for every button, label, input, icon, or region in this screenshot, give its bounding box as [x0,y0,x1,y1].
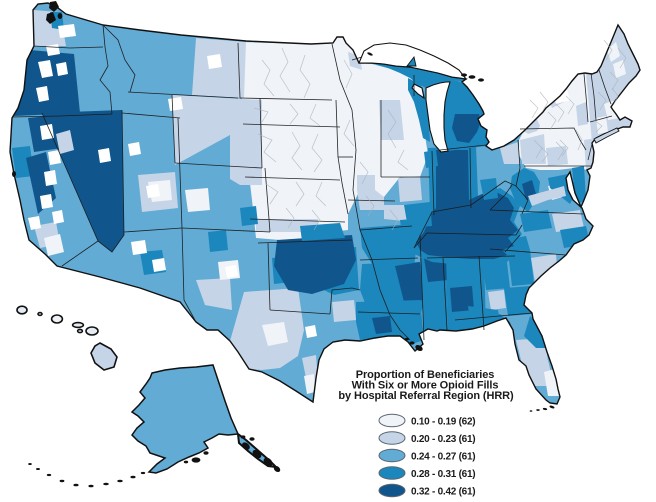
svg-text:Proportion of Beneficiaries: Proportion of Beneficiaries [356,369,495,381]
svg-text:0.28 - 0.31 (61): 0.28 - 0.31 (61) [411,469,475,480]
svg-text:0.10 - 0.19 (62): 0.10 - 0.19 (62) [411,417,475,428]
svg-text:With Six or More Opioid Fills: With Six or More Opioid Fills [352,380,499,392]
svg-text:0.24 - 0.27 (61): 0.24 - 0.27 (61) [411,452,475,463]
svg-text:0.20 - 0.23 (61): 0.20 - 0.23 (61) [411,434,475,445]
svg-text:by Hospital Referral Region (H: by Hospital Referral Region (HRR) [338,390,514,402]
svg-text:0.32 - 0.42 (61): 0.32 - 0.42 (61) [411,487,475,498]
